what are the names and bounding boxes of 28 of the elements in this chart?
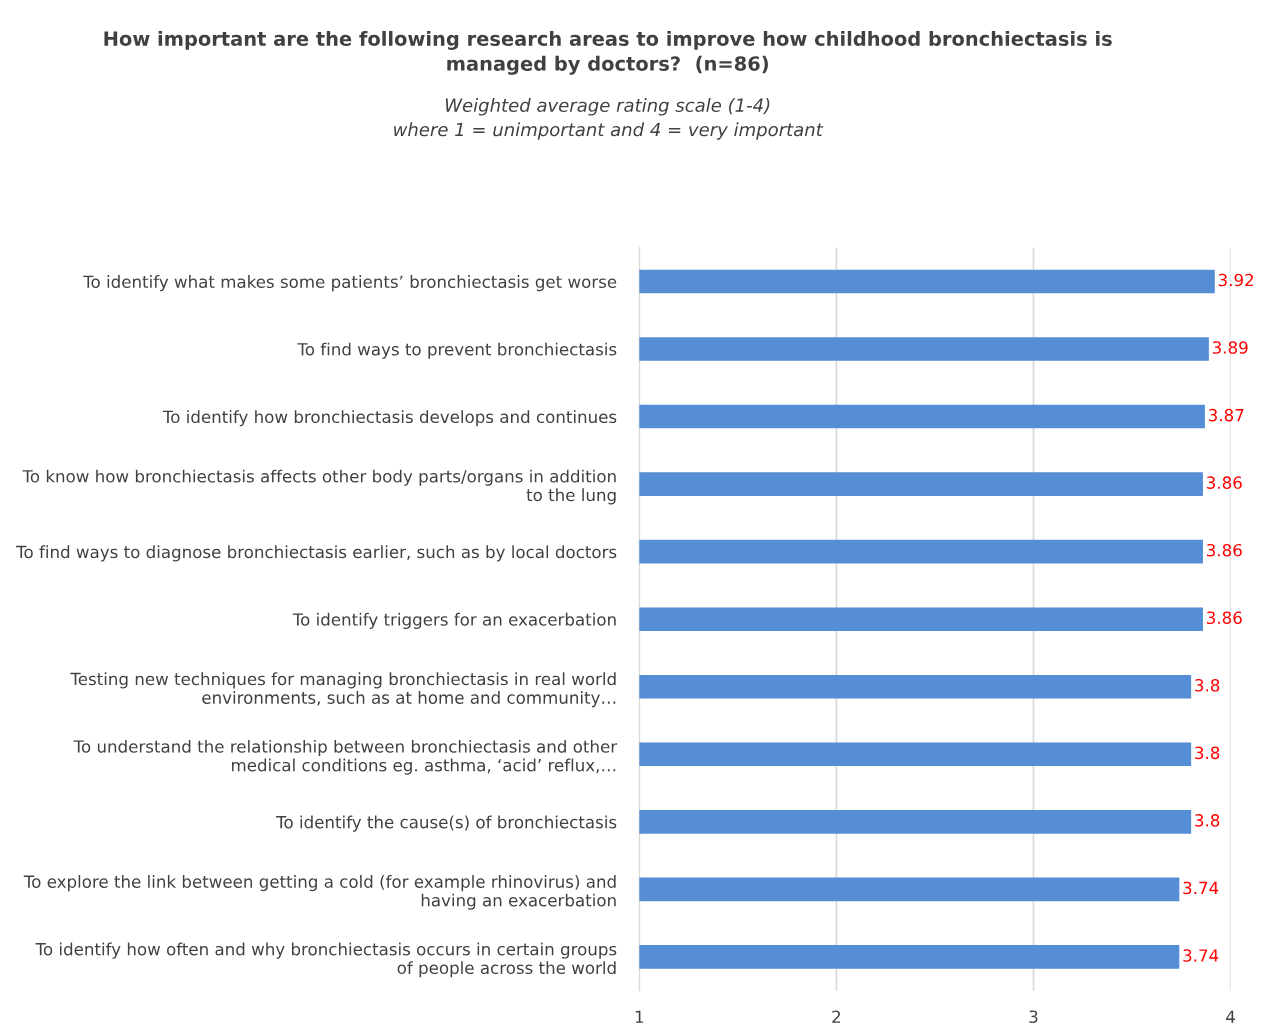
data-label: 3.89 xyxy=(1212,341,1248,354)
y-tick-label: To identify how often and why bronchiectasis occurs in certain groups of people across the world xyxy=(35,942,617,978)
x-tick-label: 3 xyxy=(1029,1010,1038,1024)
y-tick-label: Testing new techniques for managing bronchiectasis in real world environments, such as at home and community… xyxy=(70,672,616,708)
y-tick-label: To identify the cause(s) of bronchiectasis xyxy=(276,815,617,832)
data-label: 3.86 xyxy=(1207,476,1242,489)
chart-title: How important are the following research areas to improve how childhood bronchiectasis is managed by doctors? (n=86) xyxy=(104,30,1112,75)
data-label: 3.8 xyxy=(1195,814,1220,827)
data-label: 3.74 xyxy=(1183,949,1219,962)
data-label: 3.86 xyxy=(1207,611,1242,625)
y-tick-label: To understand the relationship between bronchiectasis and other medical conditions eg. asthma, ‘acid’ reflux,… xyxy=(73,739,618,775)
y-tick-label: To identify triggers for an exacerbation xyxy=(292,612,616,629)
y-tick-label: To find ways to prevent bronchiectasis xyxy=(297,342,617,359)
x-tick-label: 4 xyxy=(1226,1010,1235,1023)
y-tick-label: To find ways to diagnose bronchiectasis earlier, such as by local doctors xyxy=(16,545,617,562)
data-label: 3.8 xyxy=(1195,678,1220,692)
data-label: 3.8 xyxy=(1195,746,1220,760)
data-label: 3.92 xyxy=(1218,273,1253,287)
x-tick-label: 1 xyxy=(635,1010,644,1023)
x-tick-label: 2 xyxy=(832,1010,841,1023)
chart-subtitle: Weighted average rating scale (1-4) where 1 = unimportant and 4 = very important xyxy=(394,98,824,140)
data-label: 3.86 xyxy=(1207,543,1242,557)
y-tick-label: To explore the link between getting a cold (for example rhinovirus) and having an exacerbation xyxy=(23,875,616,910)
y-tick-label: To know how bronchiectasis affects other body parts/organs in addition to the lung xyxy=(22,469,616,505)
y-tick-label: To identify what makes some patients’ bronchiectasis get worse xyxy=(83,275,617,292)
data-label: 3.74 xyxy=(1183,881,1219,895)
y-tick-label: To identify how bronchiectasis develops and continues xyxy=(162,410,617,427)
data-label: 3.87 xyxy=(1208,408,1244,422)
